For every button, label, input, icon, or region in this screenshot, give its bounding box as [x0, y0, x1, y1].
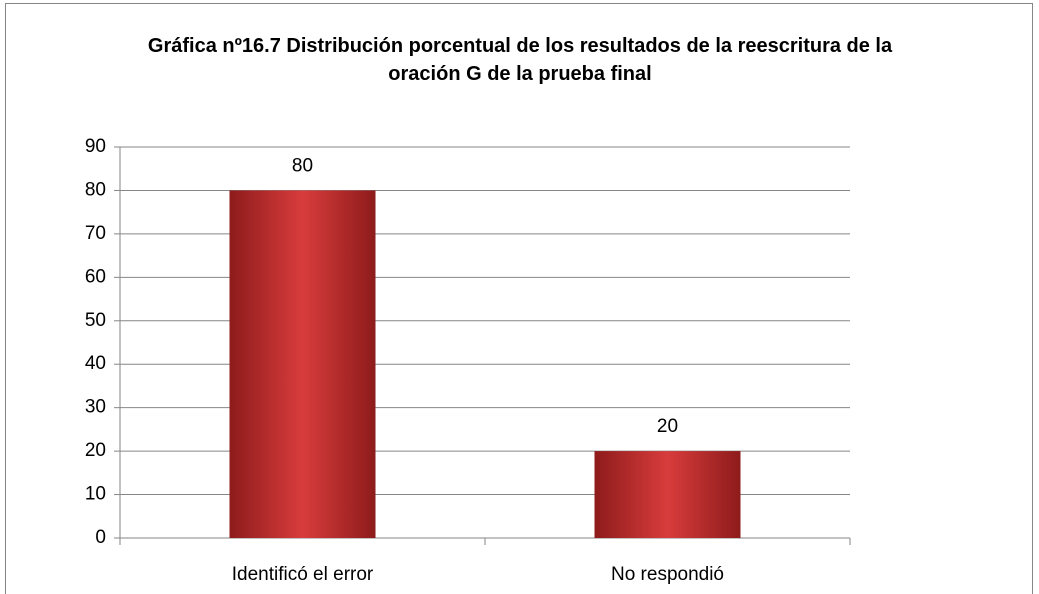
chart-title: Gráfica nº16.7 Distribución porcentual d…: [147, 35, 893, 85]
y-tick-label: 80: [85, 179, 106, 200]
chart-border: [5, 3, 1033, 594]
y-tick-label: 0: [95, 527, 106, 548]
data-label: 80: [292, 155, 313, 176]
y-tick-label: 10: [85, 484, 106, 505]
y-tick-label: 20: [85, 440, 106, 461]
data-label: 20: [657, 416, 678, 437]
x-tick-label: No respondió: [611, 564, 724, 585]
x-tick-label: Identificó el error: [232, 564, 374, 585]
y-tick-label: 30: [85, 397, 106, 418]
y-tick-label: 60: [85, 266, 106, 287]
bar: [594, 451, 741, 538]
y-tick-label: 40: [85, 353, 106, 374]
y-tick-label: 50: [85, 310, 106, 331]
bar: [229, 190, 376, 538]
y-tick-label: 70: [85, 223, 106, 244]
y-tick-label: 90: [85, 136, 106, 157]
